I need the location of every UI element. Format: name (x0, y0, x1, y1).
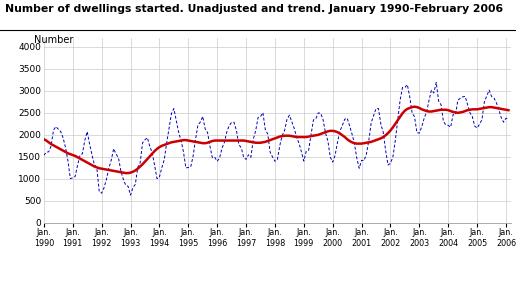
Text: Number: Number (34, 35, 73, 45)
Text: Number of dwellings started. Unadjusted and trend. January 1990-February 2006: Number of dwellings started. Unadjusted … (5, 4, 503, 14)
